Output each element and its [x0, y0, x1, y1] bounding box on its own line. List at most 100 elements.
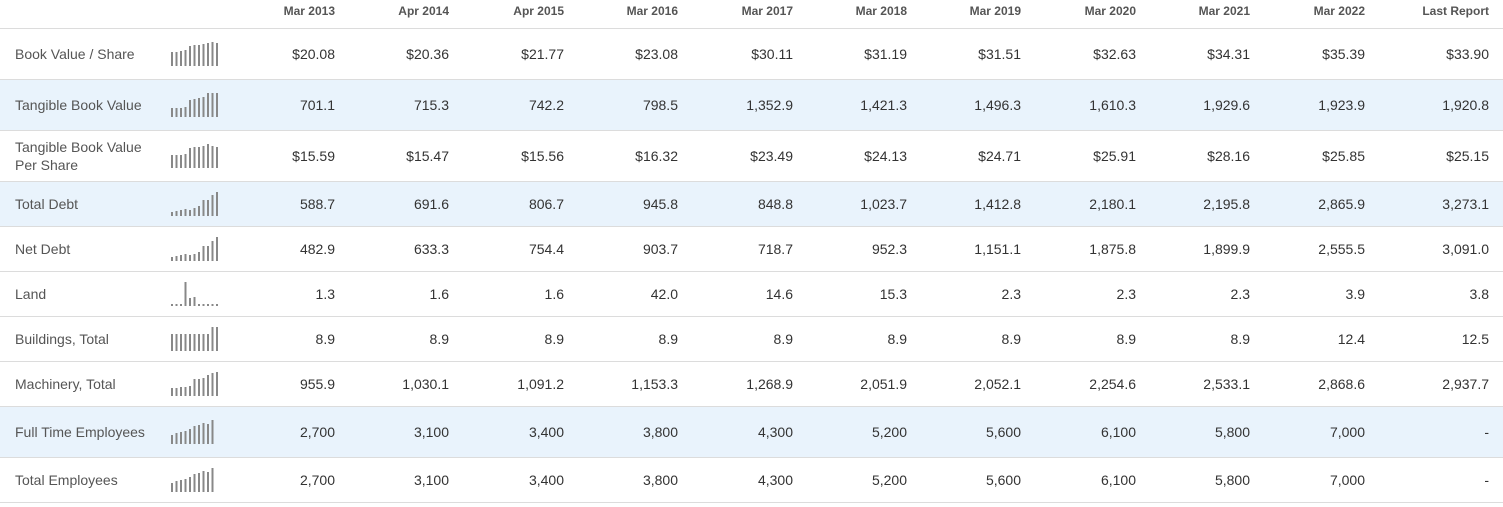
column-header[interactable]: Mar 2022	[1313, 4, 1365, 18]
table-cell: 8.9	[544, 331, 564, 347]
table-cell: 2,195.8	[1203, 196, 1250, 212]
sparkline[interactable]	[170, 281, 220, 307]
table-row[interactable]: Machinery, Total 955.9 1,030.1 1,091.2 1,153…	[0, 362, 1503, 407]
table-cell: 482.9	[299, 241, 335, 257]
table-cell: 3,800	[642, 424, 678, 440]
sparkline-bar	[171, 212, 173, 216]
table-cell: 1,268.9	[746, 376, 793, 392]
table-row[interactable]: Tangible Book Value 701.1 715.3 742.2 798.5 1…	[0, 80, 1503, 131]
column-header[interactable]: Mar 2013	[283, 4, 335, 18]
sparkline-bar	[198, 473, 200, 492]
table-cell: $25.85	[1322, 148, 1365, 164]
column-header[interactable]: Mar 2018	[855, 4, 907, 18]
table-cell: 691.6	[413, 196, 449, 212]
sparkline[interactable]	[170, 371, 220, 397]
table-row[interactable]: Total Employees 2,700 3,100 3,400 3,800 4,300…	[0, 458, 1503, 503]
table-cell: 718.7	[757, 241, 793, 257]
table-cell: 5,200	[871, 472, 907, 488]
column-header[interactable]: Apr 2014	[398, 4, 449, 18]
table-row[interactable]: Total Debt 588.7 691.6 806.7 945.8 848.8 1,023…	[0, 182, 1503, 227]
table-row[interactable]: Buildings, Total 8.9 8.9 8.9 8.9 8.9 8.9 8.9 8.9…	[0, 317, 1503, 362]
column-header[interactable]: Mar 2020	[1084, 4, 1136, 18]
sparkline[interactable]	[170, 92, 220, 118]
table-cell: 2,937.7	[1442, 376, 1489, 392]
sparkline[interactable]	[170, 191, 220, 217]
table-cell: 1,091.2	[517, 376, 564, 392]
table-cell: 1,875.8	[1089, 241, 1136, 257]
sparkline-bar	[184, 431, 187, 444]
sparkline-bar	[189, 148, 191, 168]
sparkline-bar	[180, 304, 182, 306]
sparkline-bar	[198, 206, 200, 216]
table-row[interactable]: Tangible Book Value Per Share $15.59 $15.4…	[0, 131, 1503, 182]
sparkline-bar	[211, 195, 214, 216]
table-cell: 742.2	[528, 97, 564, 113]
table-cell: 8.9	[658, 331, 678, 347]
table-row[interactable]: Full Time Employees 2,700 3,100 3,400 3,800 4…	[0, 407, 1503, 458]
sparkline[interactable]	[170, 236, 220, 262]
column-header[interactable]: Mar 2019	[969, 4, 1021, 18]
sparkline-bar	[171, 435, 173, 444]
table-cell: 15.3	[879, 286, 907, 302]
table-cell: 701.1	[299, 97, 335, 113]
table-cell: 1,412.8	[974, 196, 1021, 212]
table-cell: $31.51	[978, 46, 1021, 62]
sparkline[interactable]	[170, 143, 220, 169]
sparkline-bar	[216, 93, 218, 117]
table-cell: 1,030.1	[402, 376, 449, 392]
table-cell: 3,273.1	[1442, 196, 1489, 212]
table-cell: 2,533.1	[1203, 376, 1250, 392]
sparkline-bar	[198, 425, 200, 444]
sparkline-bar	[207, 200, 209, 216]
table-row[interactable]: Net Debt 482.9 633.3 754.4 903.7 718.7 952.3 1,…	[0, 227, 1503, 272]
table-cell: $23.49	[750, 148, 793, 164]
column-header[interactable]: Mar 2017	[741, 4, 793, 18]
sparkline[interactable]	[170, 467, 220, 493]
sparkline-bar	[180, 432, 182, 444]
table-cell: $32.63	[1093, 46, 1136, 62]
table-cell: 1,496.3	[974, 97, 1021, 113]
table-cell: $24.13	[864, 148, 907, 164]
sparkline-bar	[207, 304, 209, 306]
sparkline-bar	[207, 43, 209, 66]
table-cell: $24.71	[978, 148, 1021, 164]
table-cell: 1,899.9	[1203, 241, 1250, 257]
sparkline-bar	[180, 210, 182, 216]
sparkline-bar	[193, 426, 196, 444]
sparkline-bar	[184, 154, 187, 168]
table-cell: $25.15	[1446, 148, 1489, 164]
sparkline-bar	[180, 334, 182, 351]
row-label: Land	[15, 286, 47, 302]
column-header[interactable]: Apr 2015	[513, 4, 564, 18]
table-cell: 1,153.3	[631, 376, 678, 392]
sparkline-bar	[171, 304, 173, 306]
sparkline-bar	[180, 108, 182, 117]
sparkline-bar	[189, 100, 191, 117]
sparkline-bar	[202, 200, 205, 216]
sparkline-bar	[180, 255, 182, 261]
column-header[interactable]: Mar 2016	[626, 4, 678, 18]
table-row[interactable]: Land 1.3 1.6 1.6 42.0 14.6 15.3 2.3 2.3 2.3 3.9 3.8	[0, 272, 1503, 317]
table-cell: $20.36	[406, 46, 449, 62]
table-cell: $23.08	[635, 46, 678, 62]
table-cell: 5,800	[1214, 472, 1250, 488]
sparkline-bar	[193, 208, 196, 216]
sparkline[interactable]	[170, 41, 220, 67]
sparkline-bar	[202, 423, 205, 444]
sparkline[interactable]	[170, 419, 220, 445]
column-header[interactable]: Last Report	[1422, 4, 1489, 18]
table-cell: $30.11	[751, 46, 793, 62]
table-cell: $34.31	[1207, 46, 1250, 62]
table-row[interactable]: Book Value / Share $20.08 $20.36 $21.77 $23.…	[0, 29, 1503, 80]
sparkline-bar	[189, 477, 191, 492]
sparkline-bar	[180, 480, 182, 492]
column-header[interactable]: Mar 2021	[1198, 4, 1250, 18]
sparkline-bar	[184, 334, 187, 351]
table-cell: 952.3	[871, 241, 907, 257]
sparkline[interactable]	[170, 326, 220, 352]
table-cell: 2,868.6	[1318, 376, 1365, 392]
sparkline-bar	[202, 378, 205, 396]
sparkline-bar	[211, 146, 214, 168]
table-cell: 1,920.8	[1442, 97, 1489, 113]
